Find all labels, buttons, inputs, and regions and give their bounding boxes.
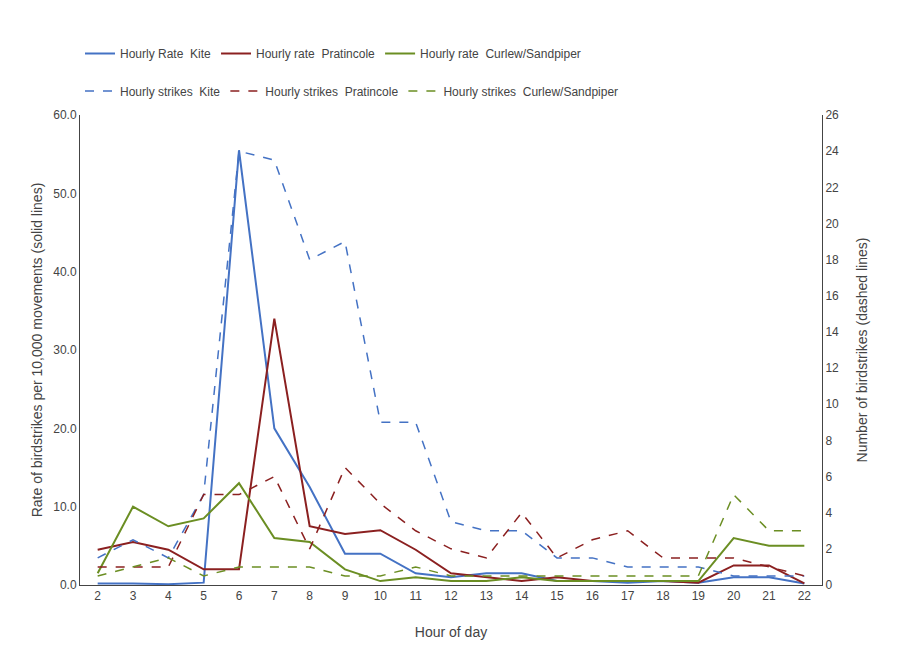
svg-text:5: 5 <box>200 589 207 603</box>
svg-text:10.0: 10.0 <box>53 500 77 514</box>
svg-text:0.0: 0.0 <box>60 578 77 592</box>
svg-text:4: 4 <box>165 589 172 603</box>
svg-text:Number of birdstrikes (dashed: Number of birdstrikes (dashed lines) <box>854 238 870 463</box>
svg-text:20: 20 <box>825 217 839 231</box>
svg-text:9: 9 <box>342 589 349 603</box>
svg-text:4: 4 <box>825 506 832 520</box>
svg-text:60.0: 60.0 <box>53 108 77 122</box>
svg-text:22: 22 <box>825 181 839 195</box>
svg-text:3: 3 <box>130 589 137 603</box>
svg-text:6: 6 <box>825 470 832 484</box>
svg-text:10: 10 <box>374 589 388 603</box>
svg-text:Hourly strikes Pratincole: Hourly strikes Pratincole <box>265 85 398 99</box>
svg-text:Hourly rate Curlew/Sandpiper: Hourly rate Curlew/Sandpiper <box>420 47 581 61</box>
svg-text:15: 15 <box>550 589 564 603</box>
svg-text:26: 26 <box>825 108 839 122</box>
svg-text:16: 16 <box>825 289 839 303</box>
svg-text:13: 13 <box>480 589 494 603</box>
svg-text:10: 10 <box>825 397 839 411</box>
svg-text:24: 24 <box>825 144 839 158</box>
svg-text:12: 12 <box>825 361 839 375</box>
svg-text:20.0: 20.0 <box>53 422 77 436</box>
svg-text:11: 11 <box>409 589 422 603</box>
svg-text:19: 19 <box>692 589 706 603</box>
svg-text:17: 17 <box>621 589 635 603</box>
svg-text:Rate of birdstrikes per 10,000: Rate of birdstrikes per 10,000 movements… <box>29 183 45 518</box>
svg-text:Hourly rate Pratincole: Hourly rate Pratincole <box>256 47 375 61</box>
svg-text:12: 12 <box>444 589 458 603</box>
svg-text:2: 2 <box>94 589 101 603</box>
svg-text:30.0: 30.0 <box>53 343 77 357</box>
svg-text:6: 6 <box>236 589 243 603</box>
svg-text:Hour of day: Hour of day <box>415 624 487 640</box>
svg-text:7: 7 <box>271 589 278 603</box>
svg-text:18: 18 <box>825 253 839 267</box>
svg-text:14: 14 <box>515 589 529 603</box>
svg-text:40.0: 40.0 <box>53 265 77 279</box>
svg-text:8: 8 <box>825 434 832 448</box>
svg-text:16: 16 <box>586 589 600 603</box>
svg-text:Hourly Rate Kite: Hourly Rate Kite <box>120 47 211 61</box>
svg-text:22: 22 <box>798 589 812 603</box>
svg-text:8: 8 <box>306 589 313 603</box>
svg-text:18: 18 <box>656 589 670 603</box>
svg-text:0: 0 <box>825 578 832 592</box>
svg-text:20: 20 <box>727 589 741 603</box>
svg-text:50.0: 50.0 <box>53 187 77 201</box>
svg-text:14: 14 <box>825 325 839 339</box>
svg-text:Hourly strikes Kite: Hourly strikes Kite <box>120 85 220 99</box>
svg-text:Hourly strikes Curlew/Sandpip: Hourly strikes Curlew/Sandpiper <box>443 85 618 99</box>
svg-text:21: 21 <box>762 589 776 603</box>
svg-text:2: 2 <box>825 542 832 556</box>
